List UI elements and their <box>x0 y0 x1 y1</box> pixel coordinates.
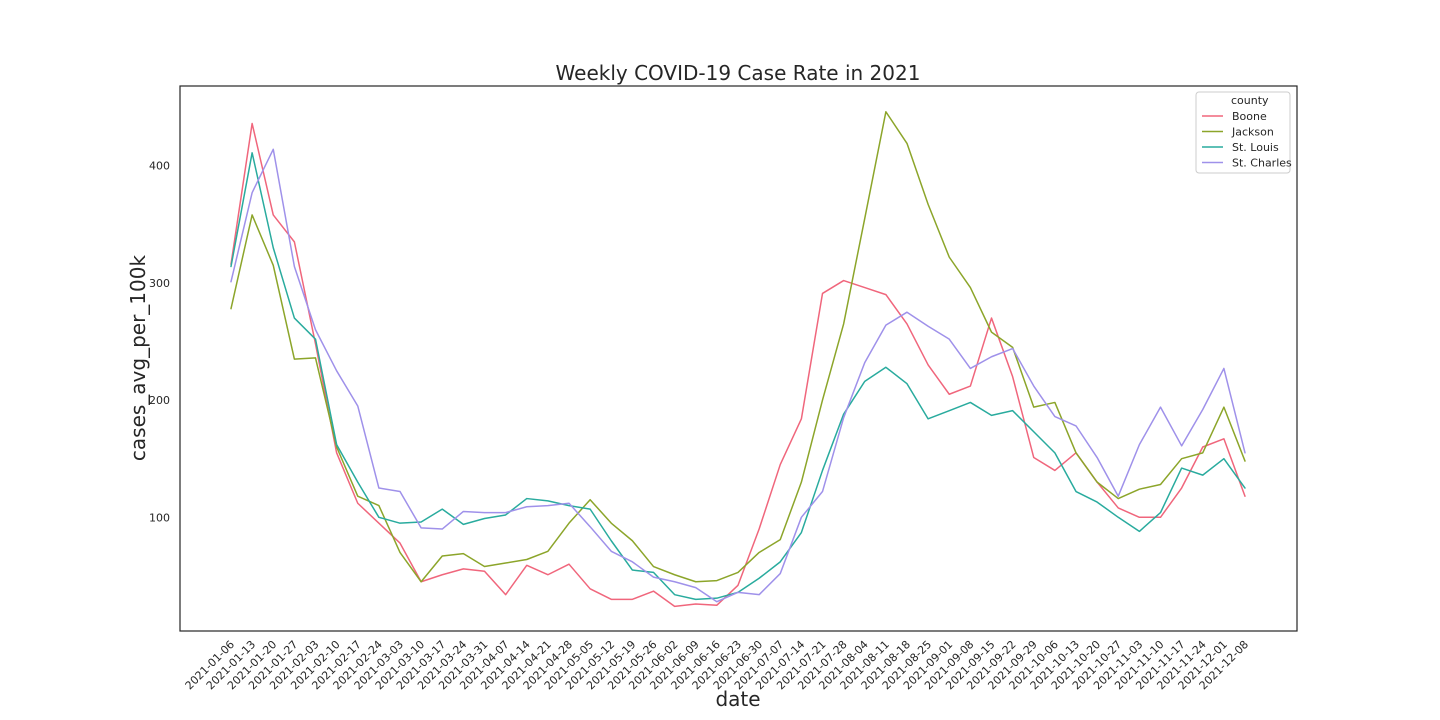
legend-title: county <box>1231 94 1269 107</box>
y-tick-label: 400 <box>149 160 170 173</box>
plot-frame <box>179 85 1298 632</box>
legend-entry: Boone <box>1232 110 1267 123</box>
legend: county Boone Jackson St. Louis St. Charles <box>1195 91 1292 174</box>
x-axis-label: date <box>715 687 760 711</box>
y-tick-label: 200 <box>149 394 170 407</box>
chart-title: Weekly COVID-19 Case Rate in 2021 <box>556 61 921 85</box>
legend-entry: Jackson <box>1231 126 1274 139</box>
plot-area <box>179 85 1298 632</box>
series-line-st-charles <box>230 148 1246 603</box>
y-axis-ticks: 100 200 300 400 <box>149 160 170 525</box>
legend-entry: St. Charles <box>1232 157 1292 170</box>
y-tick-label: 100 <box>149 511 170 524</box>
series-lines <box>230 111 1246 608</box>
legend-entry: St. Louis <box>1232 141 1279 154</box>
y-tick-label: 300 <box>149 277 170 290</box>
y-axis-label: cases_avg_per_100k <box>126 255 150 462</box>
series-line-jackson <box>230 111 1246 583</box>
x-axis-ticks: 2021-01-062021-01-132021-01-202021-01-27… <box>183 638 1251 692</box>
legend-box <box>1195 91 1291 174</box>
